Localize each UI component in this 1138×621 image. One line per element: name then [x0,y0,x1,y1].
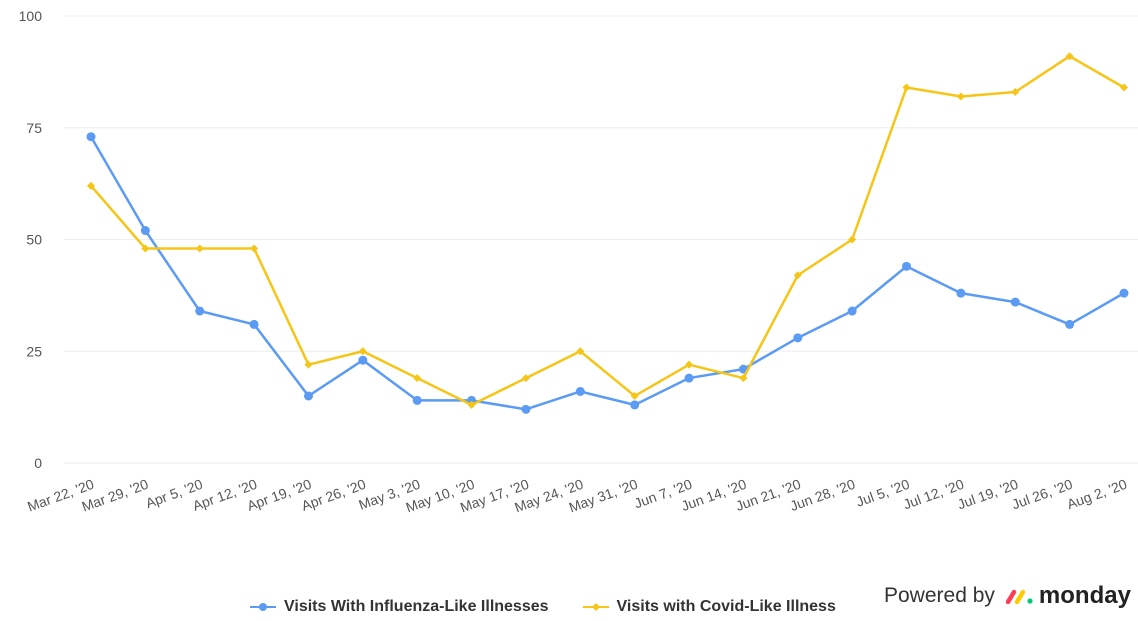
data-point[interactable] [1065,52,1074,61]
data-point[interactable] [793,333,803,343]
data-point[interactable] [86,132,96,142]
data-point[interactable] [195,244,204,253]
data-point[interactable] [413,374,422,383]
legend-marker-diamond-icon [582,603,609,611]
data-point[interactable] [195,306,205,316]
data-point[interactable] [467,400,476,409]
legend: Visits With Influenza-Like Illnesses Vis… [250,598,836,616]
x-tick-label: Jul 26, '20 [1010,476,1075,513]
data-point[interactable] [956,92,965,101]
data-point[interactable] [249,319,259,329]
data-point[interactable] [685,360,694,369]
data-point[interactable] [1065,319,1075,329]
series-1 [87,52,1128,409]
data-point[interactable] [575,386,585,396]
data-point[interactable] [848,235,857,244]
y-tick-label: 100 [19,8,43,24]
x-tick-label: Aug 2, '20 [1065,476,1130,513]
monday-logo-text: monday [1038,582,1131,609]
data-point[interactable] [87,181,95,190]
data-point[interactable] [684,373,694,383]
data-point[interactable] [521,374,530,383]
data-point[interactable] [630,400,640,410]
x-tick-label: Jul 12, '20 [901,476,966,513]
data-point[interactable] [304,360,313,369]
data-point[interactable] [576,347,585,356]
y-tick-label: 0 [34,455,42,471]
y-axis-ticks: 0 25 50 75 100 [19,8,43,471]
data-point[interactable] [630,391,639,400]
legend-item-influenza[interactable]: Visits With Influenza-Like Illnesses [250,598,549,616]
data-point[interactable] [140,226,150,236]
series-0 [86,132,1129,414]
data-point[interactable] [303,391,313,401]
monday-logo-icon [1005,589,1033,605]
series-line [90,54,1125,407]
legend-label-influenza: Visits With Influenza-Like Illnesses [284,598,549,615]
gridlines [64,15,1138,464]
legend-label-covid: Visits with Covid-Like Illness [616,598,836,615]
powered-by-text: Powered by [884,584,995,607]
data-point[interactable] [1011,87,1020,96]
data-point[interactable] [1119,288,1129,298]
data-point[interactable] [521,404,531,414]
data-point[interactable] [793,271,802,280]
data-point[interactable] [250,244,259,253]
powered-by-badge[interactable]: Powered by monday [884,582,1131,610]
series-line [89,136,1125,411]
legend-item-covid[interactable]: Visits with Covid-Like Illness [582,598,836,616]
data-point[interactable] [412,395,422,405]
data-point[interactable] [902,83,911,92]
data-point[interactable] [847,306,857,316]
data-point[interactable] [956,288,966,298]
y-tick-label: 75 [26,120,42,136]
data-point[interactable] [1120,83,1128,92]
y-tick-label: 25 [26,343,42,359]
x-tick-label: Jul 19, '20 [955,476,1020,513]
data-point[interactable] [1010,297,1020,307]
series-layer [86,52,1129,414]
monday-logo: monday [1005,582,1131,610]
legend-marker-circle-icon [250,603,276,611]
data-point[interactable] [902,261,912,271]
data-point[interactable] [358,347,367,356]
data-point[interactable] [141,244,150,253]
data-point[interactable] [739,374,748,383]
y-tick-label: 50 [26,232,42,248]
data-point[interactable] [358,355,368,365]
